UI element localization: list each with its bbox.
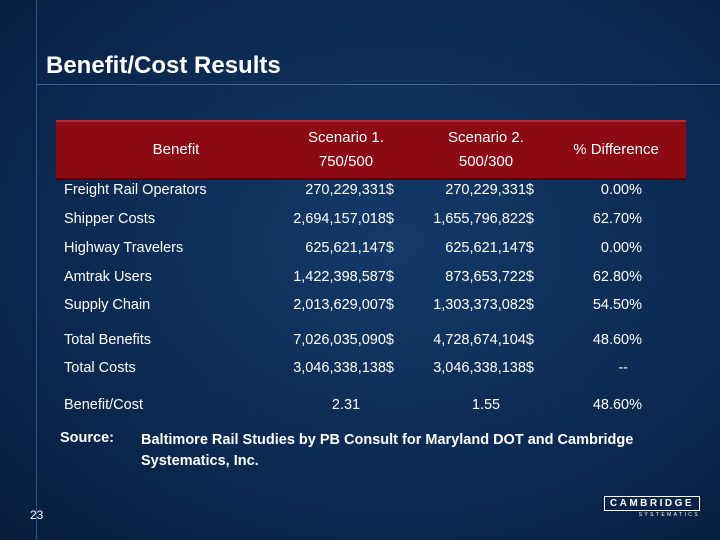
row-scenario-2: 4,728,674,104$: [433, 332, 534, 348]
table-header: Benefit Scenario 1. 750/500 Scenario 2. …: [56, 120, 686, 180]
table-row: Total Costs 3,046,338,138$ 3,046,338,138…: [56, 360, 686, 382]
row-scenario-2: 1,655,796,822$: [433, 211, 534, 227]
header-scenario-2: Scenario 2. 500/300: [416, 122, 556, 178]
row-difference: 62.80%: [592, 269, 642, 285]
row-label: Supply Chain: [64, 297, 151, 313]
header-scenario-2-value: 500/300: [458, 153, 514, 170]
row-scenario-1: 3,046,338,138$: [293, 360, 394, 376]
table-row: Amtrak Users 1,422,398,587$ 873,653,722$…: [56, 269, 686, 291]
row-scenario-2: 625,621,147$: [445, 240, 534, 256]
header-scenario-1-value: 750/500: [318, 153, 374, 170]
table-row: Shipper Costs 2,694,157,018$ 1,655,796,8…: [56, 211, 686, 233]
row-scenario-1: 2,013,629,007$: [293, 297, 394, 313]
table-row: Supply Chain 2,013,629,007$ 1,303,373,08…: [56, 297, 686, 319]
row-scenario-2: 1,303,373,082$: [433, 297, 534, 313]
row-label: Freight Rail Operators: [64, 182, 207, 198]
row-difference: 54.50%: [592, 297, 642, 313]
source-label: Source:: [60, 430, 114, 446]
row-label: Amtrak Users: [64, 269, 152, 285]
header-benefit: Benefit: [56, 122, 296, 178]
table-row: Freight Rail Operators 270,229,331$ 270,…: [56, 182, 686, 204]
logo-subtitle: SYSTEMATICS: [638, 512, 700, 518]
title-rule: [36, 84, 720, 85]
row-difference: 62.70%: [592, 211, 642, 227]
row-label: Total Costs: [64, 360, 136, 376]
row-label: Benefit/Cost: [64, 397, 143, 413]
row-difference: 48.60%: [592, 397, 642, 413]
row-scenario-1: 2.31: [331, 397, 361, 413]
results-table: Benefit Scenario 1. 750/500 Scenario 2. …: [56, 120, 686, 413]
source-text: Baltimore Rail Studies by PB Consult for…: [141, 432, 634, 469]
header-scenario-2-title: Scenario 2.: [448, 129, 524, 146]
row-difference: 48.60%: [592, 332, 642, 348]
row-scenario-1: 270,229,331$: [305, 182, 394, 198]
row-label: Total Benefits: [64, 332, 152, 348]
left-rule: [36, 0, 37, 540]
header-benefit-label: Benefit: [152, 141, 200, 158]
row-scenario-2: 270,229,331$: [445, 182, 534, 198]
row-difference: 0.00%: [600, 182, 642, 198]
cambridge-logo: CAMBRIDGE SYSTEMATICS: [604, 496, 700, 520]
row-label: Highway Travelers: [64, 240, 184, 256]
page-number: 23: [30, 508, 44, 522]
logo-name: CAMBRIDGE: [604, 496, 700, 511]
row-label: Shipper Costs: [64, 211, 156, 227]
row-scenario-1: 2,694,157,018$: [293, 211, 394, 227]
row-scenario-2: 873,653,722$: [445, 269, 534, 285]
row-scenario-1: 1,422,398,587$: [293, 269, 394, 285]
table-row: Highway Travelers 625,621,147$ 625,621,1…: [56, 240, 686, 262]
slide-title: Benefit/Cost Results: [46, 52, 281, 79]
header-difference-label: % Difference: [573, 141, 659, 158]
row-scenario-2: 3,046,338,138$: [433, 360, 534, 376]
header-difference: % Difference: [546, 122, 686, 178]
row-difference: 0.00%: [600, 240, 642, 256]
table-row: Total Benefits 7,026,035,090$ 4,728,674,…: [56, 332, 686, 354]
header-scenario-1: Scenario 1. 750/500: [276, 122, 416, 178]
row-scenario-1: 625,621,147$: [305, 240, 394, 256]
row-difference: --: [618, 360, 628, 376]
row-scenario-1: 7,026,035,090$: [293, 332, 394, 348]
header-scenario-1-title: Scenario 1.: [308, 129, 384, 146]
table-row: Benefit/Cost 2.31 1.55 48.60%: [56, 397, 686, 419]
row-scenario-2: 1.55: [471, 397, 501, 413]
